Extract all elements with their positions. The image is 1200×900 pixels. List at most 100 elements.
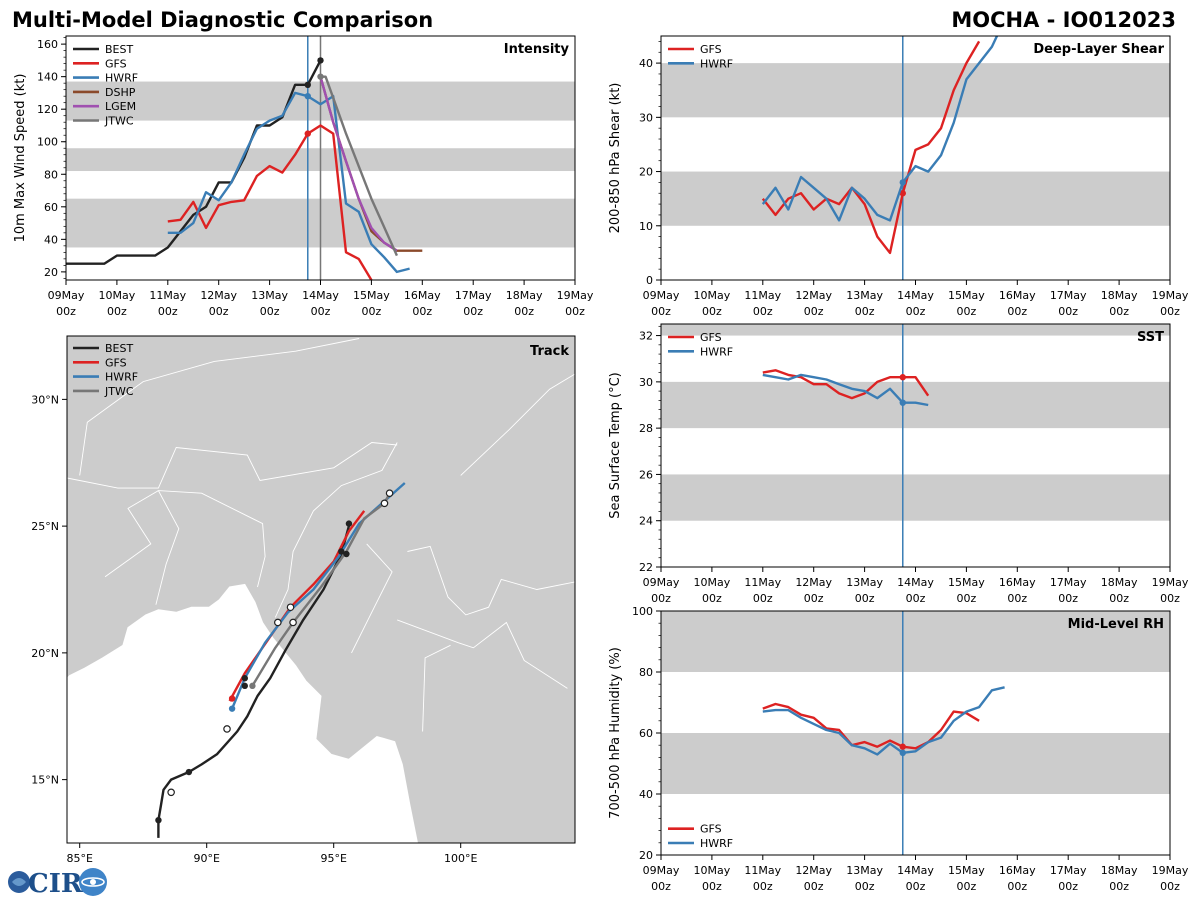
sst-legend-label-gfs: GFS bbox=[700, 331, 722, 344]
intensity-xtick-label: 00z bbox=[412, 305, 432, 318]
intensity-xtick-label: 12May bbox=[200, 289, 237, 302]
shear-title: Deep-Layer Shear bbox=[1033, 42, 1164, 57]
intensity-ytick-label: 60 bbox=[44, 201, 58, 214]
sst-marker-hwrf-0 bbox=[899, 399, 906, 406]
sst-xtick-label: 00z bbox=[753, 592, 773, 605]
shear-xtick-label: 00z bbox=[804, 305, 824, 318]
intensity-xtick-label: 10May bbox=[99, 289, 136, 302]
intensity-xtick-label: 00z bbox=[56, 305, 76, 318]
figure-title: Multi-Model Diagnostic Comparison bbox=[12, 8, 433, 32]
sst-title: SST bbox=[1137, 330, 1164, 345]
border-line-8 bbox=[460, 373, 575, 476]
intensity-series-hwrf bbox=[167, 91, 410, 274]
border-line-0 bbox=[155, 490, 266, 605]
sst-xtick-label: 19May bbox=[1152, 576, 1189, 589]
shear-xtick-label: 00z bbox=[855, 305, 875, 318]
sst-xtick-label: 00z bbox=[1058, 592, 1078, 605]
sst-ylabel: Sea Surface Temp (°C) bbox=[608, 372, 623, 519]
sst-xtick-label: 00z bbox=[855, 592, 875, 605]
shear-xtick-label: 16May bbox=[999, 289, 1036, 302]
intensity-xtick-label: 00z bbox=[362, 305, 382, 318]
sst-xtick-label: 10May bbox=[694, 576, 731, 589]
border-line-9 bbox=[104, 490, 159, 578]
rh-ylabel: 700-500 hPa Humidity (%) bbox=[608, 647, 623, 819]
track-marker-jtwc-5 bbox=[385, 489, 394, 497]
land-mass bbox=[67, 336, 575, 843]
shear-xtick-label: 00z bbox=[1160, 305, 1180, 318]
rh-ytick-label: 20 bbox=[639, 849, 653, 862]
rh-panel: 20 40 60 80 100 09May 00z 10May 00z 11May 00z 12May… bbox=[608, 605, 1189, 893]
sst-xtick-label: 00z bbox=[1160, 592, 1180, 605]
shear-xtick-label: 00z bbox=[1007, 305, 1027, 318]
shear-band-1 bbox=[661, 63, 1170, 118]
intensity-xtick-label: 00z bbox=[209, 305, 229, 318]
rh-xtick-label: 00z bbox=[957, 880, 977, 893]
intensity-xtick-label: 00z bbox=[514, 305, 534, 318]
intensity-legend-label-jtwc: JTWC bbox=[104, 115, 134, 128]
track-series-best bbox=[157, 525, 351, 838]
track-marker-best-0 bbox=[155, 816, 162, 824]
sst-xtick-label: 15May bbox=[948, 576, 985, 589]
sst-ytick-label: 28 bbox=[639, 422, 653, 435]
intensity-ytick-label: 20 bbox=[44, 266, 58, 279]
shear-marker-hwrf-0 bbox=[899, 179, 906, 186]
rh-xtick-label: 00z bbox=[855, 880, 875, 893]
intensity-xtick-label: 18May bbox=[506, 289, 543, 302]
cira-logo: CIRA bbox=[8, 868, 107, 898]
track-series-gfs bbox=[228, 510, 366, 702]
track-marker-jtwc-3 bbox=[289, 618, 297, 627]
rh-xtick-label: 00z bbox=[1160, 880, 1180, 893]
shear-xtick-label: 09May bbox=[643, 289, 680, 302]
shear-legend-label-hwrf: HWRF bbox=[700, 57, 733, 70]
intensity-panel: 20 40 60 80 100 120 140 160 09May 00z 10May 00z 11Ma… bbox=[13, 35, 594, 318]
panels: 2040608010012014016009May00z10May00z11Ma… bbox=[13, 35, 1189, 893]
track-series-jtwc bbox=[251, 492, 391, 687]
rh-xtick-label: 18May bbox=[1101, 864, 1138, 877]
shear-ytick-label: 20 bbox=[639, 166, 653, 179]
intensity-xtick-label: 19May bbox=[557, 289, 594, 302]
rh-xtick-label: 00z bbox=[651, 880, 671, 893]
intensity-legend-label-lgem: LGEM bbox=[105, 100, 136, 113]
sst-ytick-label: 30 bbox=[639, 376, 653, 389]
intensity-xtick-label: 00z bbox=[107, 305, 127, 318]
intensity-series-gfs bbox=[167, 124, 373, 280]
rh-xtick-label: 11May bbox=[744, 864, 781, 877]
border-line-5 bbox=[422, 644, 451, 732]
intensity-legend-label-gfs: GFS bbox=[105, 57, 127, 70]
track-lat-tick-label: 20°N bbox=[31, 647, 59, 660]
sst-ytick-label: 26 bbox=[639, 468, 653, 481]
sst-xtick-label: 00z bbox=[906, 592, 926, 605]
shear-xtick-label: 00z bbox=[1109, 305, 1129, 318]
track-marker-jtwc-2 bbox=[286, 603, 295, 612]
intensity-ytick-label: 120 bbox=[37, 103, 58, 116]
shear-ytick-label: 0 bbox=[646, 274, 653, 287]
track-marker-best-4 bbox=[241, 682, 248, 690]
shear-xtick-label: 00z bbox=[957, 305, 977, 318]
rh-band-1 bbox=[661, 611, 1170, 672]
rh-xtick-label: 13May bbox=[846, 864, 883, 877]
shear-xtick-label: 19May bbox=[1152, 289, 1189, 302]
intensity-xtick-label: 11May bbox=[149, 289, 186, 302]
sst-frame bbox=[660, 323, 1171, 568]
track-marker-jtwc-1 bbox=[274, 618, 282, 627]
sst-xtick-label: 00z bbox=[1007, 592, 1027, 605]
rh-ytick-label: 60 bbox=[639, 727, 653, 740]
rh-xtick-label: 17May bbox=[1050, 864, 1087, 877]
rh-xtick-label: 00z bbox=[906, 880, 926, 893]
shear-series-gfs bbox=[761, 40, 981, 255]
shear-panel: 0 10 20 30 40 09May 00z 10May 00z 11May 00z 12May 00… bbox=[608, 35, 1189, 318]
rh-ytick-label: 40 bbox=[639, 788, 653, 801]
shear-xtick-label: 00z bbox=[753, 305, 773, 318]
intensity-marker-jtwc-0 bbox=[317, 73, 324, 80]
intensity-marker-hwrf-0 bbox=[304, 92, 311, 100]
intensity-ytick-label: 40 bbox=[44, 233, 58, 246]
sst-xtick-label: 12May bbox=[795, 576, 832, 589]
rh-xtick-label: 09May bbox=[643, 864, 680, 877]
intensity-marker-best-1 bbox=[317, 57, 324, 64]
border-line-6 bbox=[79, 338, 360, 476]
border-line-2 bbox=[274, 442, 398, 618]
intensity-marker-gfs-0 bbox=[304, 130, 311, 137]
shear-xtick-label: 17May bbox=[1050, 289, 1087, 302]
sst-ytick-label: 32 bbox=[639, 330, 653, 343]
shear-xtick-label: 00z bbox=[651, 305, 671, 318]
